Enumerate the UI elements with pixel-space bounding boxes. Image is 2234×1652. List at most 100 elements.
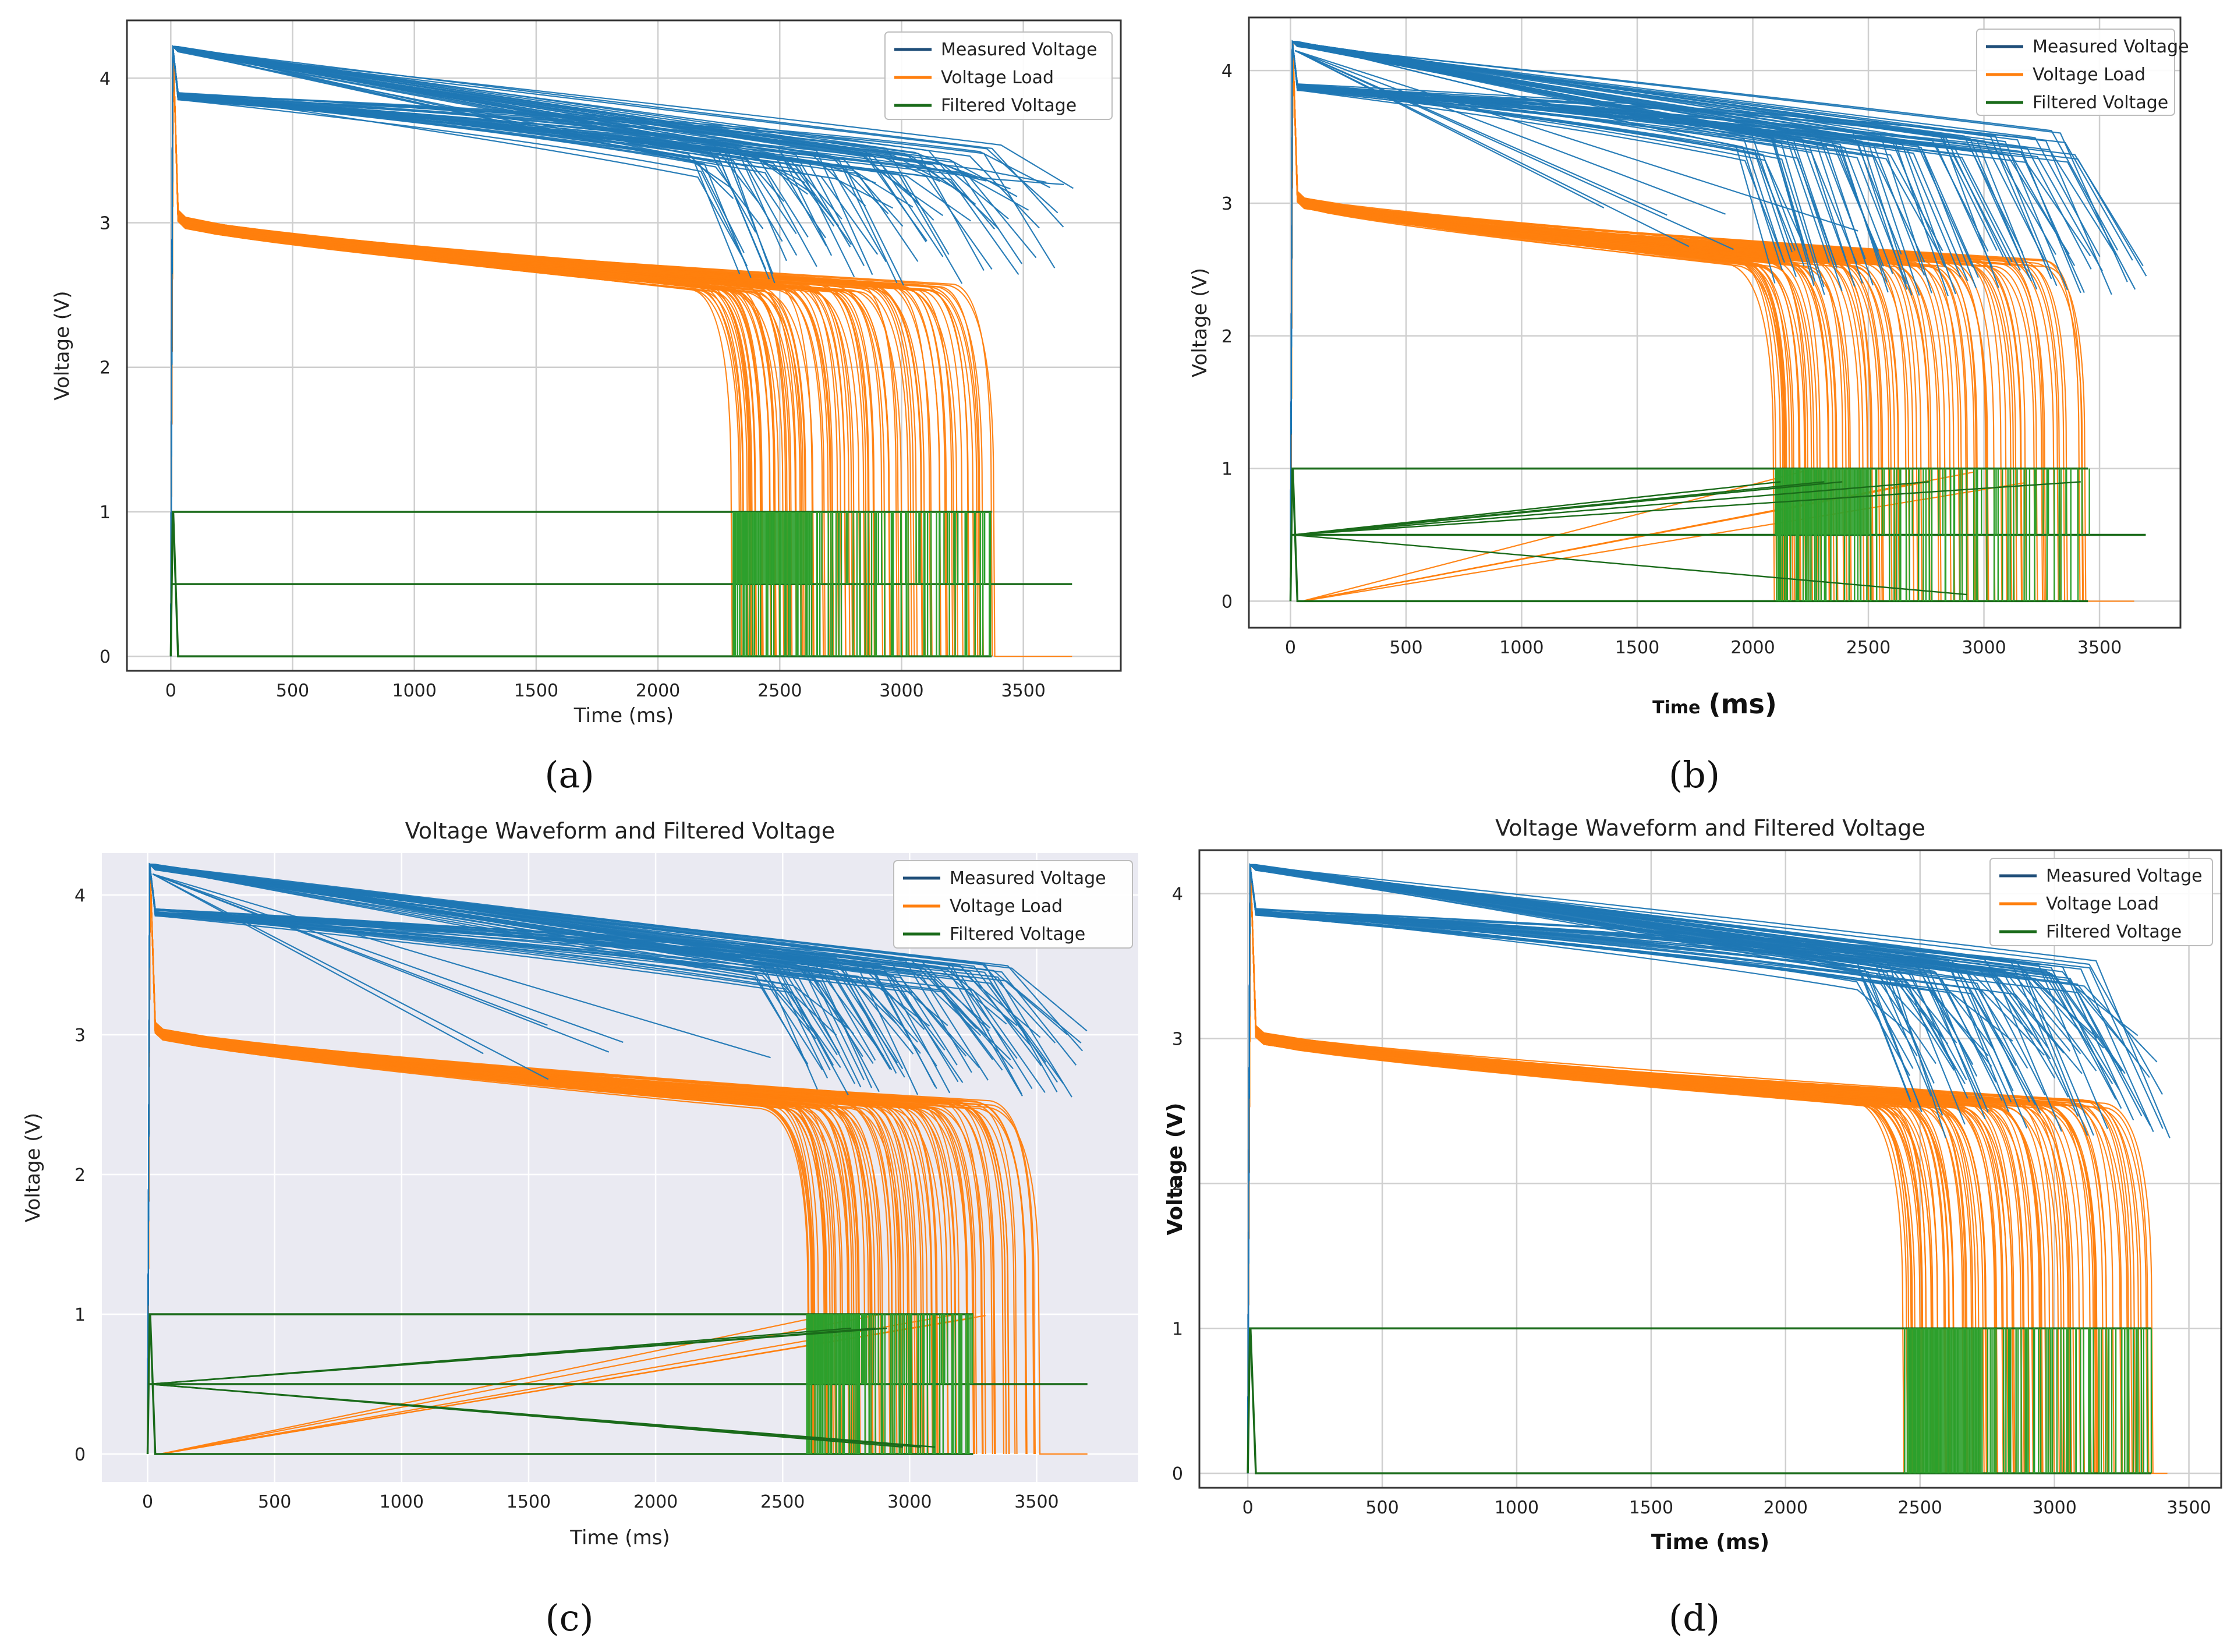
y-axis-label: Voltage (V) bbox=[1188, 268, 1212, 377]
voltage-load-trace bbox=[170, 49, 926, 657]
x-axis-label: Time (ms) bbox=[569, 1526, 670, 1550]
measured-voltage-series bbox=[170, 45, 1074, 657]
y-tick-label: 1 bbox=[75, 1305, 86, 1325]
y-tick-label: 4 bbox=[100, 69, 111, 89]
filtered-voltage-series bbox=[1289, 467, 2146, 603]
voltage-load-trace bbox=[170, 49, 982, 657]
legend-label: Filtered Voltage bbox=[941, 95, 1077, 116]
measured-voltage-trace bbox=[1290, 41, 2147, 602]
filtered-voltage-trace bbox=[1247, 1327, 2151, 1474]
voltage-load-trace bbox=[1302, 482, 2024, 602]
measured-voltage-trace bbox=[1247, 864, 2164, 1474]
y-tick-label: 2 bbox=[75, 1165, 86, 1186]
measured-voltage-trace bbox=[170, 45, 1023, 657]
y-tick-label: 3 bbox=[75, 1025, 86, 1046]
measured-voltage-trace bbox=[1247, 863, 2143, 1474]
x-tick-label: 1500 bbox=[514, 681, 558, 701]
voltage-load-series bbox=[170, 49, 1072, 657]
y-tick-label: 4 bbox=[1222, 61, 1233, 82]
y-tick-label: 0 bbox=[1172, 1464, 1183, 1484]
legend-label: Measured Voltage bbox=[2033, 37, 2189, 57]
panel-c: 0 500 1000 1500 2000 2500 3000 3500 0 1 2 3 4 Time (m… bbox=[22, 818, 1138, 1550]
data-lines bbox=[146, 862, 1088, 1455]
x-tick-label: 500 bbox=[276, 681, 309, 701]
measured-voltage-trace bbox=[1247, 864, 2083, 1474]
x-tick-label: 500 bbox=[258, 1492, 291, 1512]
voltage-load-trace bbox=[1290, 44, 1775, 602]
y-tick-label: 1 bbox=[1172, 1319, 1183, 1339]
legend-label: Voltage Load bbox=[941, 68, 1054, 88]
measured-voltage-trace bbox=[1290, 41, 1805, 602]
x-tick-label: 3000 bbox=[1962, 638, 2006, 658]
x-tick-label: 3500 bbox=[2166, 1498, 2211, 1518]
x-tick-label: 1500 bbox=[1615, 638, 1659, 658]
measured-voltage-trace bbox=[170, 45, 1040, 657]
legend-box bbox=[893, 860, 1133, 949]
measured-voltage-trace bbox=[1290, 40, 2013, 602]
x-tick-label: 1000 bbox=[1495, 1498, 1539, 1518]
panel-caption-b: (b) bbox=[1669, 754, 1720, 796]
measured-voltage-trace bbox=[1290, 40, 2128, 602]
legend: Measured Voltage Voltage Load Filtered Vol… bbox=[893, 860, 1133, 949]
x-tick-label: 2000 bbox=[636, 681, 680, 701]
measured-voltage-trace bbox=[1294, 49, 1667, 216]
measured-voltage-trace bbox=[170, 46, 1037, 657]
x-tick-label: 500 bbox=[1365, 1498, 1399, 1518]
measured-voltage-trace bbox=[152, 873, 771, 1059]
legend: Measured Voltage Voltage Load Filtered Vol… bbox=[1976, 29, 2189, 116]
measured-voltage-trace bbox=[170, 46, 748, 657]
voltage-load-trace bbox=[1247, 864, 2140, 1474]
panel-b: 0 500 1000 1500 2000 2500 3000 3500 0 1 2 3 4 Time (ms… bbox=[1188, 16, 2189, 720]
x-tick-label: 0 bbox=[1242, 1498, 1254, 1518]
x-axis-label-text: Time (ms) bbox=[573, 704, 674, 727]
filtered-voltage-trace bbox=[150, 1327, 887, 1385]
measured-voltage-trace bbox=[1290, 40, 2101, 602]
legend-box bbox=[1989, 858, 2213, 946]
measured-voltage-trace bbox=[1247, 864, 2158, 1474]
measured-voltage-trace bbox=[152, 873, 549, 1080]
legend-box bbox=[1976, 29, 2175, 116]
measured-voltage-trace bbox=[147, 864, 849, 1455]
data-lines bbox=[169, 45, 1074, 657]
panel-caption-c: (c) bbox=[545, 1597, 593, 1639]
x-tick-label: 1500 bbox=[1629, 1498, 1673, 1518]
filtered-voltage-trace bbox=[1249, 1328, 2151, 1474]
x-tick-label: 3000 bbox=[2032, 1498, 2076, 1518]
measured-voltage-trace bbox=[1290, 41, 2085, 602]
legend-label: Filtered Voltage bbox=[950, 924, 1085, 944]
measured-voltage-trace bbox=[1247, 863, 2163, 1474]
panel-caption-a: (a) bbox=[544, 754, 594, 796]
measured-voltage-trace bbox=[152, 873, 548, 1026]
voltage-load-trace bbox=[170, 49, 984, 657]
voltage-load-trace bbox=[1247, 864, 2154, 1474]
x-tick-label: 2500 bbox=[757, 681, 802, 701]
y-axis-label: Voltage (V) bbox=[22, 1113, 45, 1222]
x-tick-label: 3000 bbox=[887, 1492, 932, 1512]
measured-voltage-trace bbox=[170, 46, 1047, 657]
measured-voltage-trace bbox=[1247, 864, 2150, 1474]
data-lines bbox=[1289, 40, 2147, 603]
x-axis-label-text: Time bbox=[1652, 698, 1700, 718]
filtered-voltage-trace bbox=[169, 511, 992, 657]
x-tick-label: 0 bbox=[142, 1492, 153, 1512]
legend-label: Measured Voltage bbox=[941, 40, 1097, 60]
voltage-load-trace bbox=[1247, 864, 2060, 1474]
measured-voltage-trace bbox=[1247, 864, 2134, 1474]
measured-voltage-trace bbox=[147, 864, 1014, 1455]
measured-voltage-trace bbox=[170, 46, 1051, 657]
x-tick-label: 0 bbox=[1285, 638, 1296, 658]
legend-label: Filtered Voltage bbox=[2046, 922, 2182, 942]
measured-voltage-trace bbox=[1295, 49, 1726, 215]
panel-caption-d: (d) bbox=[1669, 1597, 1720, 1639]
y-tick-label: 0 bbox=[75, 1445, 86, 1465]
legend: Measured Voltage Voltage Load Filtered Vol… bbox=[884, 31, 1113, 120]
x-tick-label: 2000 bbox=[1764, 1498, 1808, 1518]
y-tick-label: 1 bbox=[100, 503, 111, 523]
x-axis-label: Time (ms) bbox=[1652, 688, 1777, 720]
measured-voltage-trace bbox=[170, 45, 1074, 657]
voltage-load-trace bbox=[147, 866, 1088, 1455]
voltage-load-trace bbox=[147, 866, 1036, 1455]
measured-voltage-trace bbox=[1294, 49, 1734, 250]
measured-voltage-trace bbox=[1290, 41, 1785, 602]
